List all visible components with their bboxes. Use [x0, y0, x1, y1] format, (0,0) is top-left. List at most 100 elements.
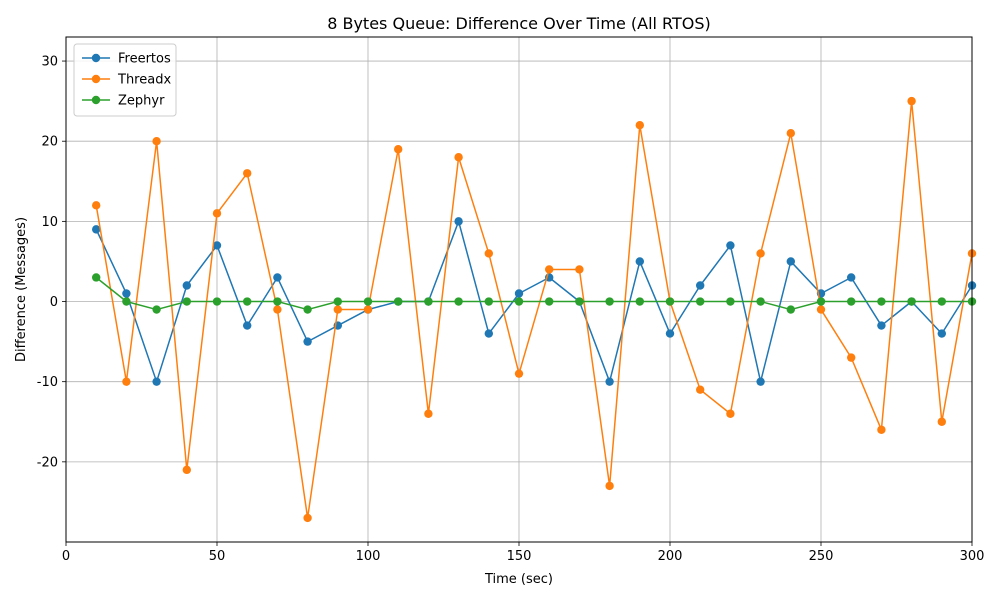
legend-label-zephyr: Zephyr: [118, 94, 165, 109]
data-point-freertos: [484, 329, 493, 338]
data-point-freertos: [303, 337, 312, 346]
legend-marker-freertos: [91, 53, 101, 63]
data-point-threadx: [575, 265, 584, 274]
x-tick-label: 150: [507, 549, 532, 564]
series-freertos: [92, 217, 977, 386]
data-point-zephyr: [635, 297, 644, 306]
data-point-threadx: [937, 417, 946, 426]
data-point-freertos: [877, 321, 886, 330]
data-point-freertos: [726, 241, 735, 250]
data-point-zephyr: [786, 305, 795, 314]
data-point-threadx: [816, 305, 826, 314]
data-point-zephyr: [303, 305, 312, 314]
data-point-zephyr: [816, 297, 826, 306]
data-point-freertos: [243, 321, 252, 330]
data-point-threadx: [605, 481, 614, 491]
data-point-threadx: [152, 137, 161, 146]
data-point-freertos: [786, 257, 795, 266]
y-tick-label: 10: [41, 215, 58, 230]
x-tick-label: 300: [960, 549, 985, 564]
data-point-threadx: [756, 249, 765, 258]
series-threadx: [92, 96, 977, 523]
data-point-zephyr: [575, 297, 584, 306]
data-point-zephyr: [937, 297, 946, 306]
x-tick-label: 0: [62, 549, 70, 564]
y-tick-label: -10: [37, 375, 58, 390]
data-point-freertos: [92, 225, 101, 234]
data-point-freertos: [696, 281, 705, 290]
data-point-zephyr: [605, 297, 614, 306]
legend-label-freertos: Freertos: [118, 52, 171, 67]
data-point-zephyr: [756, 297, 765, 306]
data-point-threadx: [454, 153, 463, 162]
data-point-zephyr: [484, 297, 493, 306]
data-point-zephyr: [454, 297, 463, 306]
data-point-freertos: [212, 241, 222, 250]
data-point-threadx: [363, 305, 373, 314]
y-tick-label: 30: [41, 55, 58, 70]
data-point-zephyr: [152, 305, 161, 314]
data-point-threadx: [514, 369, 524, 378]
data-point-threadx: [273, 305, 282, 314]
data-point-threadx: [847, 353, 856, 362]
x-tick-label: 200: [658, 549, 683, 564]
legend-marker-threadx: [91, 74, 101, 84]
data-point-zephyr: [273, 297, 282, 306]
data-point-freertos: [937, 329, 946, 338]
data-point-zephyr: [363, 297, 373, 306]
data-point-threadx: [786, 128, 795, 138]
data-point-threadx: [877, 425, 886, 434]
series-line-freertos: [95, 220, 973, 383]
data-point-zephyr: [182, 297, 191, 306]
data-point-zephyr: [877, 297, 886, 306]
data-point-threadx: [333, 305, 342, 314]
data-point-threadx: [182, 465, 191, 475]
series-line-zephyr: [95, 276, 972, 311]
data-point-freertos: [122, 289, 131, 298]
data-point-threadx: [484, 249, 493, 258]
x-tick-label: 50: [209, 549, 226, 564]
data-point-zephyr: [333, 297, 342, 306]
data-point-zephyr: [907, 297, 916, 306]
data-point-zephyr: [243, 297, 252, 306]
data-point-freertos: [182, 281, 191, 290]
data-point-zephyr: [545, 297, 554, 306]
data-point-zephyr: [665, 297, 675, 306]
data-point-freertos: [605, 377, 614, 386]
x-tick-label: 100: [356, 549, 381, 564]
x-tick-label: 250: [809, 549, 834, 564]
chart-title: 8 Bytes Queue: Difference Over Time (All…: [327, 14, 711, 33]
data-point-threadx: [696, 385, 705, 394]
data-point-threadx: [907, 96, 916, 106]
data-point-zephyr: [212, 297, 222, 306]
legend-marker-zephyr: [91, 95, 101, 105]
data-point-zephyr: [726, 297, 735, 306]
data-point-threadx: [545, 265, 554, 274]
ticks: 0 50 100 150 200 250 300 -20 -10 0 10 20 30: [37, 55, 985, 564]
data-point-zephyr: [514, 297, 524, 306]
data-point-threadx: [122, 377, 131, 386]
series-layer: [92, 96, 977, 523]
data-point-threadx: [635, 120, 644, 130]
data-point-zephyr: [847, 297, 856, 306]
data-point-threadx: [212, 209, 222, 218]
data-point-threadx: [726, 409, 735, 418]
y-axis-label: Difference (Messages): [14, 217, 29, 362]
data-point-zephyr: [92, 273, 101, 282]
data-point-freertos: [454, 217, 463, 226]
y-tick-label: 0: [50, 295, 58, 310]
series-line-threadx: [95, 100, 973, 519]
series-zephyr: [92, 273, 977, 314]
data-point-zephyr: [394, 297, 403, 306]
data-point-freertos: [152, 377, 161, 386]
x-axis-label: Time (sec): [484, 572, 553, 587]
data-point-freertos: [635, 257, 644, 266]
data-point-freertos: [756, 377, 765, 386]
data-point-freertos: [514, 289, 524, 298]
data-point-zephyr: [424, 297, 433, 306]
y-tick-label: -20: [37, 455, 58, 470]
legend-label-threadx: Threadx: [117, 73, 171, 88]
data-point-freertos: [847, 273, 856, 282]
data-point-threadx: [303, 513, 312, 523]
